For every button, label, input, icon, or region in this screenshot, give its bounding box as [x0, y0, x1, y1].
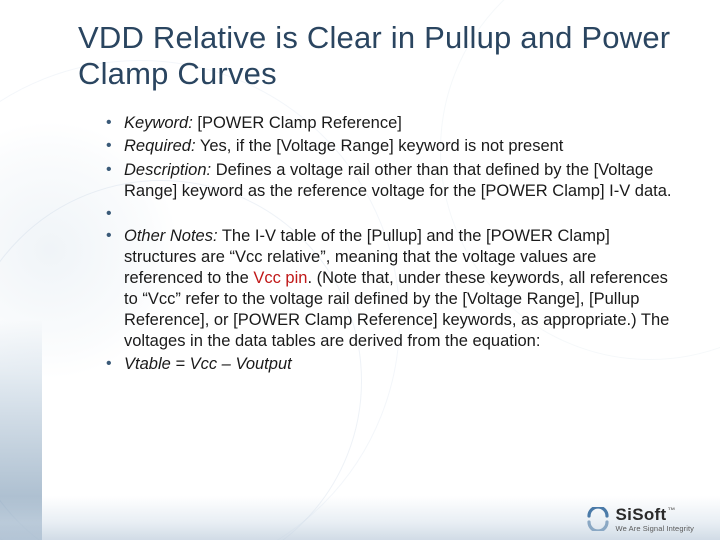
slide-content: VDD Relative is Clear in Pullup and Powe…: [0, 0, 720, 375]
bullet-description: Description: Defines a voltage rail othe…: [106, 160, 672, 202]
bullet-value: Vtable = Vcc – Voutput: [124, 355, 292, 373]
bullet-empty: [106, 204, 672, 224]
bullet-keyword: Keyword: [POWER Clamp Reference]: [106, 113, 672, 134]
bullet-equation: Vtable = Vcc – Voutput: [106, 354, 672, 375]
logo-text: SiSoft™ We Are Signal Integrity: [616, 506, 694, 533]
brand-logo: SiSoft™ We Are Signal Integrity: [586, 506, 694, 533]
logo-name-text: SiSoft: [616, 505, 667, 524]
trademark-icon: ™: [667, 506, 675, 515]
bullet-list: Keyword: [POWER Clamp Reference] Require…: [78, 113, 672, 375]
bullet-label: Other Notes:: [124, 227, 218, 245]
bullet-value: Yes, if the [Voltage Range] keyword is n…: [200, 137, 564, 155]
highlight-vcc-pin: Vcc pin: [253, 269, 307, 287]
logo-name: SiSoft™: [616, 506, 694, 523]
bullet-label: Description:: [124, 161, 211, 179]
logo-tagline: We Are Signal Integrity: [616, 525, 694, 533]
bullet-required: Required: Yes, if the [Voltage Range] ke…: [106, 136, 672, 157]
slide-title: VDD Relative is Clear in Pullup and Powe…: [78, 20, 672, 91]
logo-icon: [586, 507, 610, 531]
bullet-value: [POWER Clamp Reference]: [197, 114, 401, 132]
bullet-label: Keyword:: [124, 114, 193, 132]
bullet-label: Required:: [124, 137, 196, 155]
bullet-other-notes: Other Notes: The I-V table of the [Pullu…: [106, 226, 672, 353]
